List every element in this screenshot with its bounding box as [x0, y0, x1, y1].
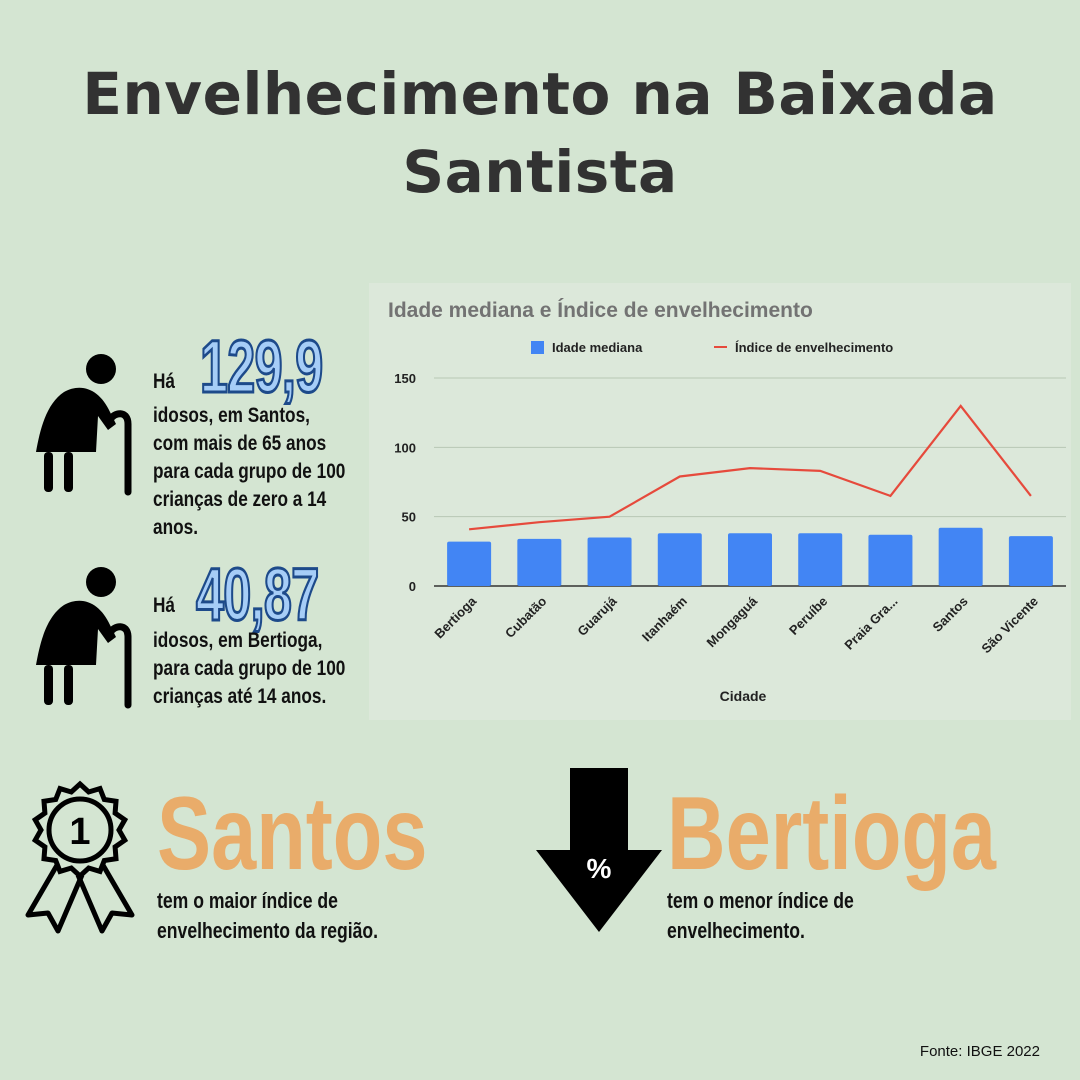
x-tick-label: Bertioga: [431, 593, 479, 641]
legend-bar-swatch: [531, 341, 544, 354]
chart-panel: 0 50 100 150 Bertioga Cubatão Guarujá Itanhaém M…: [369, 283, 1071, 720]
stat-description: idosos, em Bertioga, para cada grupo de …: [153, 629, 346, 708]
y-tick-label: 50: [402, 510, 416, 525]
x-tick-label: Praia Gra...: [841, 594, 900, 653]
y-tick-label: 0: [409, 579, 416, 594]
bar: [868, 534, 913, 586]
elderly-person-with-cane-icon: [36, 354, 132, 496]
chart-plot: 0 50 100 150 Bertioga Cubatão Guarujá Itanhaém M…: [394, 371, 1066, 704]
x-tick-label: São Vicente: [978, 594, 1041, 657]
highlight-santos-word: Santos: [157, 776, 428, 892]
bar: [447, 541, 492, 586]
bar: [938, 527, 983, 586]
x-tick-label: Peruíbe: [786, 594, 830, 638]
first-place-medal-icon: 1: [25, 780, 135, 934]
x-tick-label: Santos: [930, 594, 971, 635]
y-tick-label: 100: [394, 440, 416, 455]
bar: [728, 533, 772, 586]
bar: [798, 533, 843, 586]
source-note: Fonte: IBGE 2022: [919, 1043, 1040, 1060]
stat-description: idosos, em Santos, com mais de 65 anos p…: [153, 404, 346, 539]
elderly-person-with-cane-icon: [36, 567, 132, 709]
stat-prefix: Há: [153, 594, 176, 617]
page-title-line-1: Envelhecimento na Baixada: [82, 60, 998, 128]
x-tick-label: Cubatão: [502, 593, 549, 640]
legend-item-line: Índice de envelhecimento: [714, 340, 893, 355]
legend-label: Índice de envelhecimento: [735, 340, 894, 355]
bar: [657, 533, 702, 586]
highlight-bertioga-word: Bertioga: [667, 776, 997, 892]
page-title-line-2: Santista: [402, 138, 678, 206]
page-title: Envelhecimento na Baixada Santista: [0, 55, 1080, 211]
y-tick-label: 150: [394, 371, 416, 386]
bar: [587, 537, 632, 586]
stat-value: 129,9: [199, 325, 324, 408]
down-arrow-icon: %: [536, 768, 662, 932]
bar: [1008, 536, 1053, 586]
chart-title: Idade mediana e Índice de envelhecimento: [388, 299, 813, 322]
series-line: [468, 404, 1032, 531]
highlight-santos-description: tem o maior índice de envelhecimento da …: [157, 888, 379, 943]
x-tick-label: Guarujá: [574, 593, 620, 639]
bar: [517, 538, 562, 586]
legend-label: Idade mediana: [552, 340, 643, 355]
x-tick-label: Mongaguá: [704, 593, 761, 650]
x-axis-label: Cidade: [720, 688, 767, 704]
stat-prefix: Há: [153, 370, 176, 393]
medal-number: 1: [69, 811, 90, 853]
highlight-bertioga-description: tem o menor índice de envelhecimento.: [667, 888, 854, 943]
legend-item-bar: Idade mediana: [531, 340, 642, 355]
x-tick-label: Itanhaém: [639, 594, 690, 645]
stat-value: 40,87: [195, 553, 320, 636]
legend-line-swatch: [714, 346, 727, 348]
arrow-percent-symbol: %: [587, 853, 612, 884]
